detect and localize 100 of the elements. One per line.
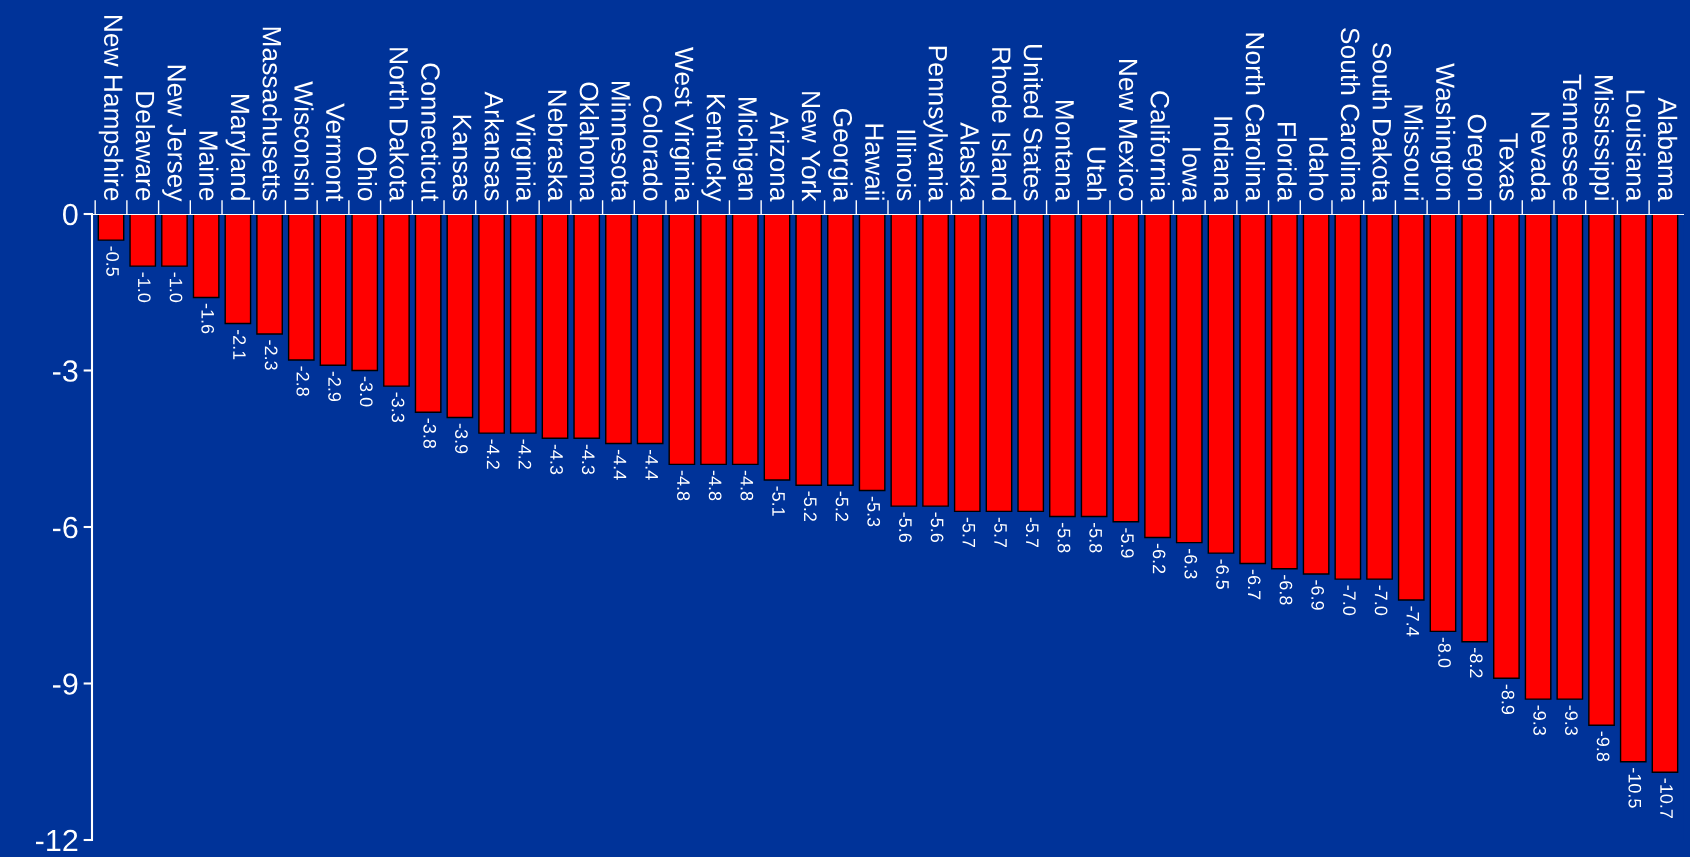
x-tick-label: Arizona (769, 112, 790, 202)
data-label: -3.0 (359, 376, 373, 407)
x-tick-label: Virginia (511, 114, 536, 202)
x-tick-label: Wisconsin (294, 81, 314, 200)
x-tick-label: Ohio (357, 146, 378, 201)
x-tick-label: California (1150, 91, 1170, 202)
data-label: -8.2 (1469, 648, 1483, 678)
data-label: -5.6 (930, 512, 944, 543)
x-tick-label: Texas (1499, 133, 1518, 201)
x-tick-label: Pennsylvania (923, 46, 948, 202)
x-tick-label: New Jersey (162, 65, 186, 202)
x-tick-label: New Mexico (1118, 59, 1139, 201)
data-label: -6.7 (1247, 569, 1261, 600)
x-tick-label: Nevada (1531, 112, 1551, 202)
x-tick-label: Tennessee (1562, 74, 1582, 201)
x-tick-label: North Carolina (1245, 33, 1265, 202)
data-label: -5.7 (1025, 517, 1039, 548)
x-tick-label: Kentucky (701, 95, 726, 202)
data-label: -7.0 (1374, 585, 1388, 616)
data-label: -7.4 (1406, 606, 1420, 637)
x-tick-label: Florida (1277, 122, 1297, 202)
y-tick-label: 0 (63, 203, 78, 226)
x-tick-label: Colorado (643, 95, 663, 201)
data-label: -2.9 (328, 371, 341, 402)
data-label: -5.2 (803, 491, 817, 522)
data-label: -8.9 (1501, 684, 1515, 715)
y-tick-label: -9 (53, 673, 78, 695)
x-tick-label: Connecticut (421, 63, 441, 202)
data-label: -6.8 (1279, 575, 1293, 605)
x-tick-label: Rhode Island (991, 48, 1012, 200)
x-tick-label: North Dakota (389, 48, 409, 202)
data-label: -5.3 (867, 496, 881, 527)
x-tick-label: South Dakota (1372, 42, 1392, 202)
x-tick-label: Illinois (896, 130, 917, 201)
x-tick-label: New York (801, 92, 822, 202)
x-tick-label: Maine (199, 131, 219, 201)
x-tick-label: United States (1023, 45, 1044, 201)
x-tick-label: Kansas (452, 115, 472, 201)
data-label: -4.8 (740, 470, 754, 501)
data-label: -1.0 (137, 272, 151, 303)
x-tick-label: Missouri (1404, 105, 1424, 200)
data-label: -5.2 (835, 491, 849, 522)
data-label: -4.3 (581, 444, 595, 475)
y-tick-label: -12 (36, 829, 78, 852)
data-label: -1.0 (169, 272, 183, 303)
data-label: -10.7 (1660, 778, 1673, 818)
x-tick-label: New Hampshire (98, 15, 124, 201)
y-tick-label: -6 (53, 516, 78, 539)
data-label: -4.4 (613, 449, 627, 480)
data-label: -6.3 (1184, 549, 1198, 579)
data-label: -0.5 (106, 246, 119, 276)
x-tick-label: Indiana (1213, 117, 1234, 202)
data-label: -4.4 (645, 449, 658, 480)
x-tick-label: Maryland (225, 95, 251, 200)
data-label: -1.6 (201, 303, 215, 334)
data-label: -3.9 (455, 423, 468, 454)
data-label: -3.8 (423, 418, 437, 449)
x-tick-label: Idaho (1309, 137, 1329, 201)
data-label: -5.7 (962, 517, 976, 548)
data-label: -4.8 (677, 470, 690, 501)
x-tick-label: Oklahoma (579, 82, 600, 202)
data-label: -4.3 (550, 444, 563, 475)
x-tick-label: West Virginia (669, 47, 695, 202)
x-tick-label: Nebraska (547, 90, 568, 202)
data-label: -2.3 (264, 340, 278, 370)
data-label: -5.7 (994, 517, 1007, 548)
data-label: -2.8 (296, 366, 310, 396)
data-label: -6.5 (1216, 559, 1229, 589)
x-tick-label: Vermont (325, 103, 345, 202)
x-tick-label: Massachusetts (262, 27, 282, 201)
x-tick-label: Alaska (960, 122, 980, 202)
x-tick-label: Oregon (1462, 114, 1487, 200)
x-tick-label: Iowa (1182, 148, 1201, 202)
x-tick-label: Utah (1087, 147, 1107, 200)
x-tick-label: Montana (1055, 100, 1074, 202)
x-tick-label: Washington (1430, 63, 1456, 200)
data-label: -6.9 (1311, 580, 1325, 610)
data-label: -5.6 (899, 512, 912, 543)
data-label: -7.0 (1342, 585, 1356, 616)
data-label: -4.2 (518, 439, 532, 469)
x-tick-label: Delaware (135, 92, 156, 201)
data-label: -5.8 (1089, 522, 1103, 553)
x-tick-label: Hawaii (865, 124, 885, 200)
data-label: -2.1 (233, 329, 246, 360)
data-label: -8.0 (1438, 637, 1451, 668)
x-tick-label: Michigan (732, 98, 758, 200)
data-label: -3.3 (391, 392, 405, 423)
data-label: -4.8 (708, 470, 722, 501)
x-tick-label: Louisiana (1626, 90, 1646, 202)
data-label: -5.9 (1121, 528, 1134, 558)
data-label: -4.2 (486, 439, 500, 469)
data-label: -9.3 (1533, 705, 1547, 736)
y-tick-label: -3 (53, 360, 78, 382)
x-tick-label: Arkansas (484, 91, 504, 201)
x-tick-label: Alabama (1657, 97, 1678, 202)
data-label: -6.2 (1152, 543, 1166, 574)
data-label: -9.8 (1596, 731, 1610, 762)
x-tick-label: South Carolina (1340, 28, 1361, 202)
data-label: -9.3 (1564, 705, 1578, 736)
data-label: -5.1 (772, 486, 785, 516)
